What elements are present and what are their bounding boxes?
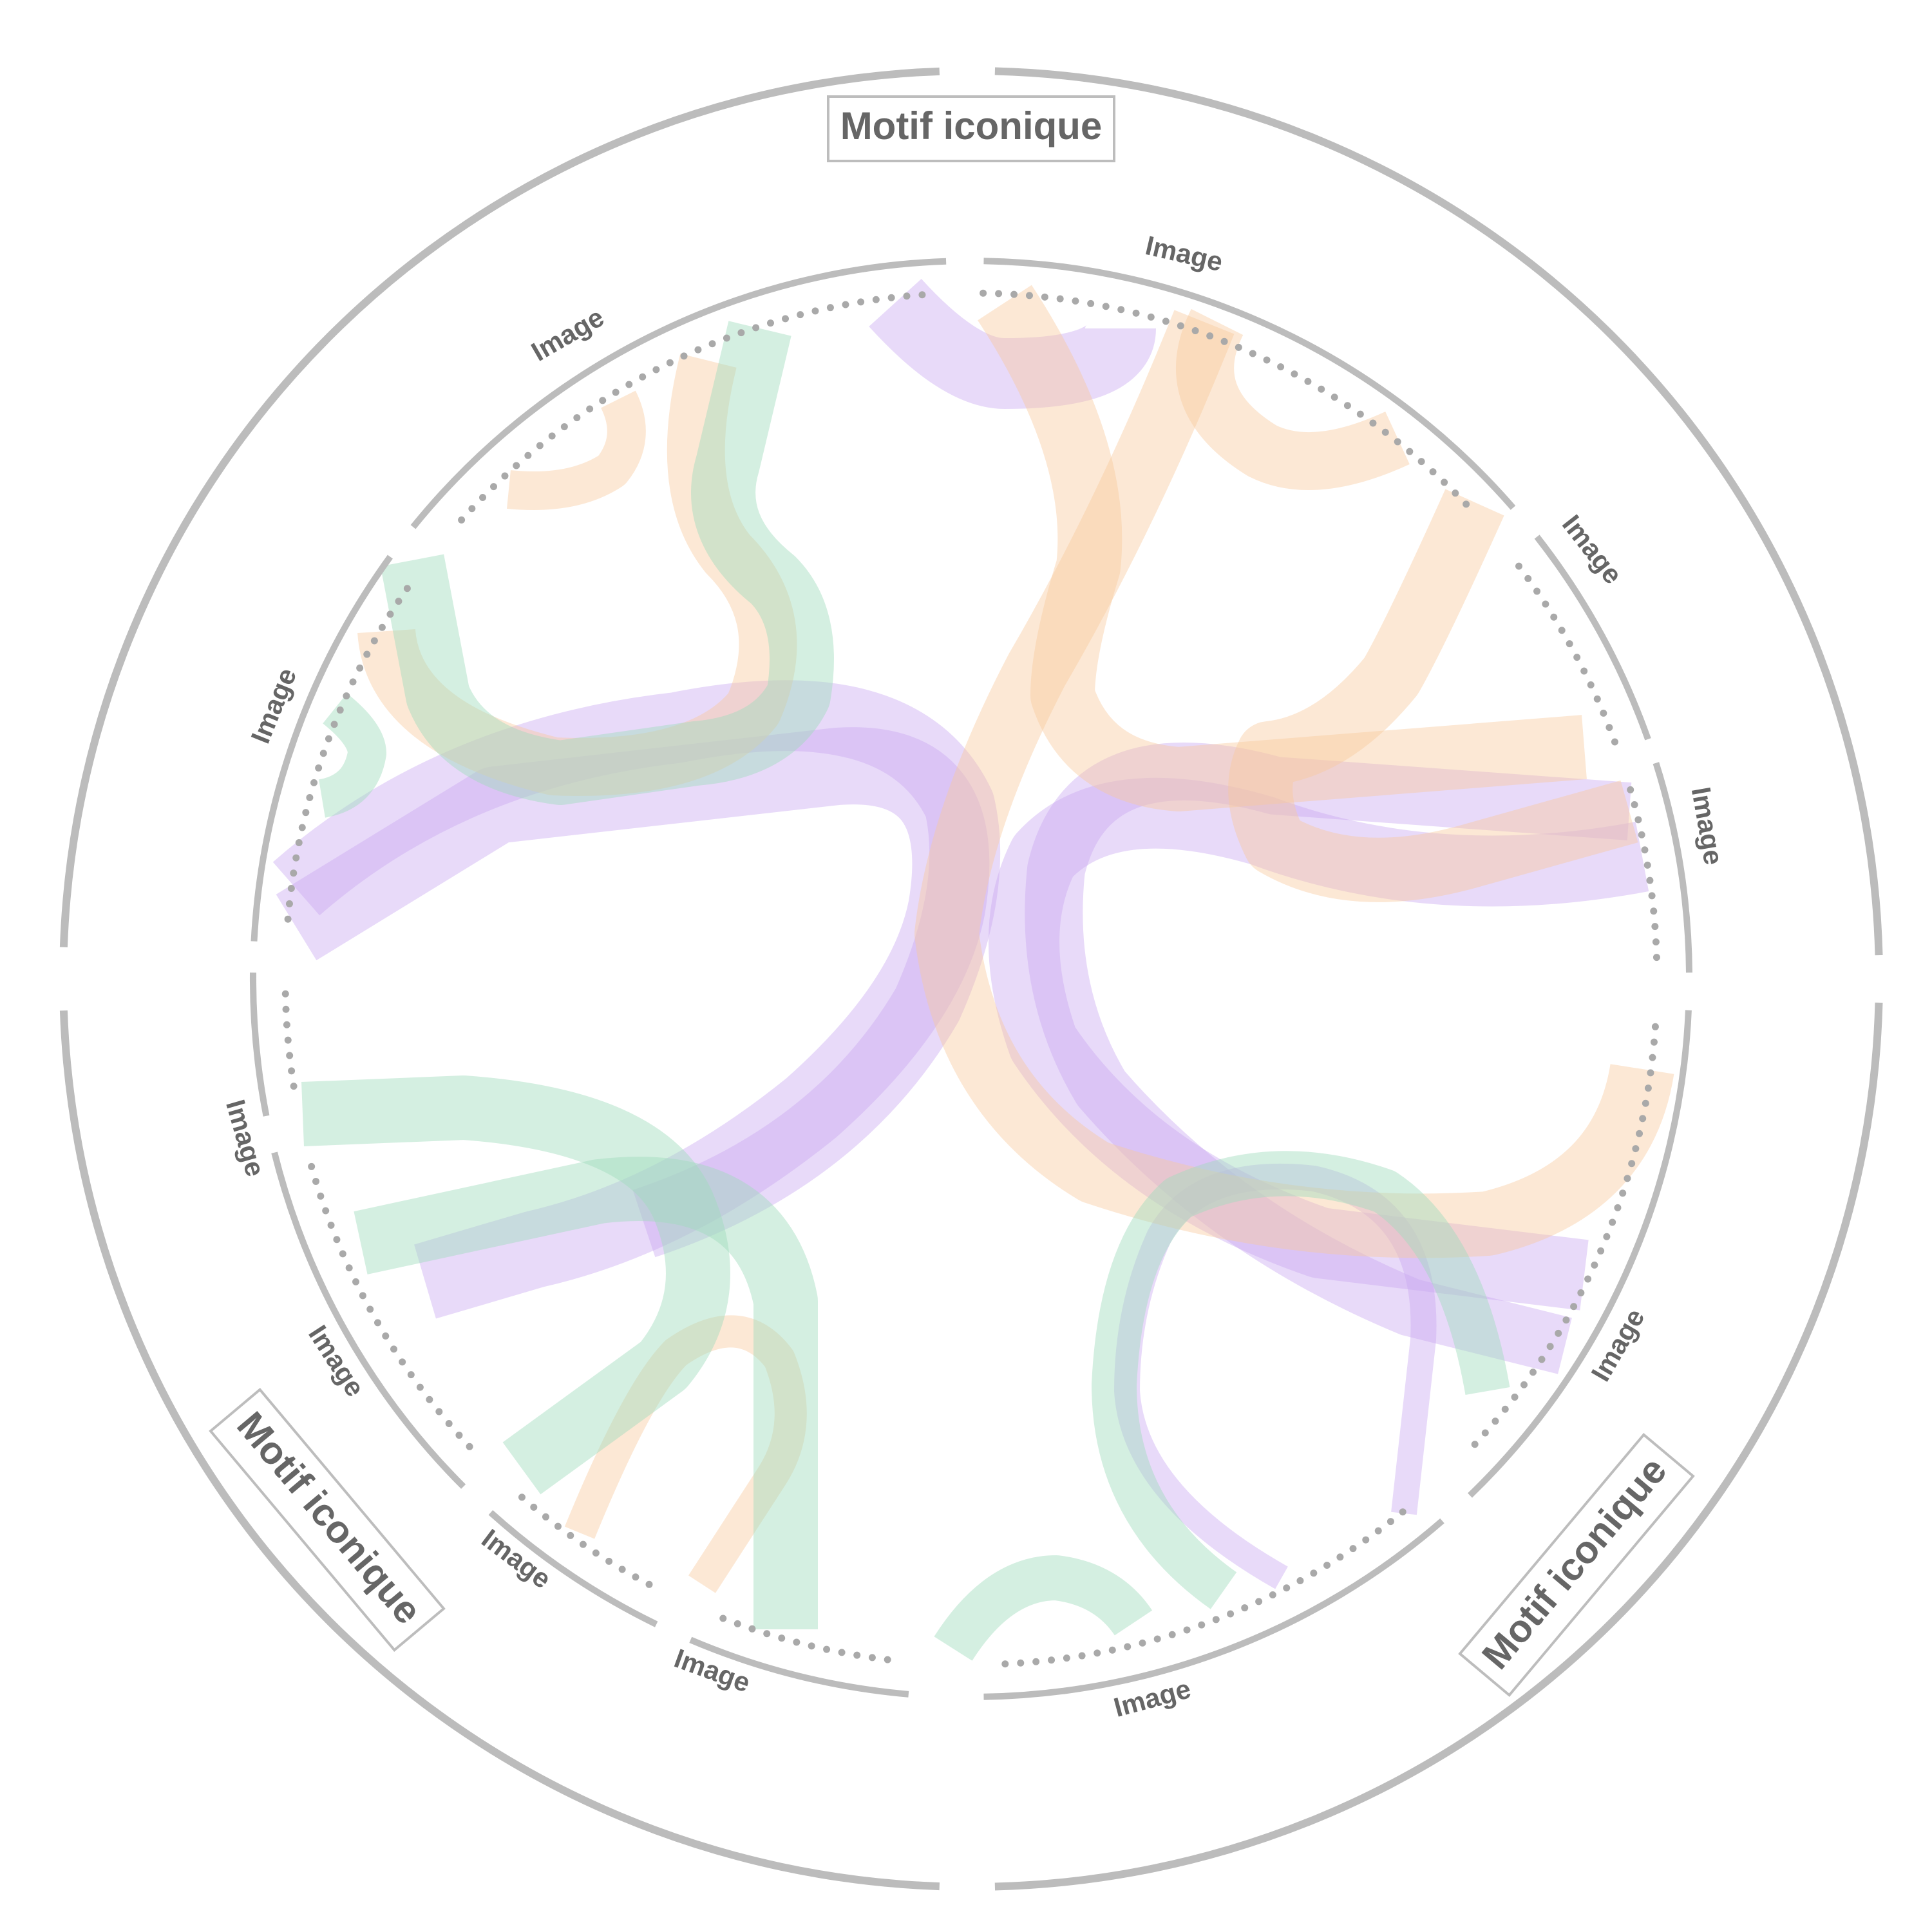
link-mint-1 xyxy=(380,321,834,805)
segment-arc xyxy=(689,1636,909,1698)
segment-label: Image xyxy=(1142,230,1226,277)
segment-arc xyxy=(1468,1010,1692,1498)
link-violet-5 xyxy=(1114,1163,1437,1589)
link-mint-3 xyxy=(301,1075,730,1495)
link-peach-1 xyxy=(978,285,1587,811)
segment-arc xyxy=(983,1518,1444,1700)
group-ring xyxy=(59,67,1883,1891)
segment-arc xyxy=(1534,535,1651,741)
link-violet-2 xyxy=(272,680,1001,1258)
dotted-segment xyxy=(517,1493,653,1588)
group-label: Motif iconique xyxy=(229,1404,430,1633)
link-peach-4 xyxy=(1176,308,1410,490)
segment-arc xyxy=(251,554,393,942)
ribbon-layer xyxy=(272,278,1674,1662)
link-peach-6 xyxy=(507,390,646,510)
group-label: Motif iconique xyxy=(1473,1449,1675,1678)
link-mint-2 xyxy=(317,693,386,818)
link-mint-5 xyxy=(934,1555,1153,1662)
link-peach-7 xyxy=(564,1315,807,1593)
link-violet-3 xyxy=(989,777,1649,1311)
link-violet-6 xyxy=(869,278,1156,409)
segment-label: Image xyxy=(1585,1303,1650,1387)
segment-arc xyxy=(1653,762,1692,973)
segment-label: Image xyxy=(526,301,609,366)
group-arc xyxy=(59,67,940,948)
segment-arc xyxy=(410,258,947,529)
link-peach-2 xyxy=(914,310,1674,1258)
segment-arc xyxy=(488,1510,658,1627)
dotted-segment xyxy=(710,1611,891,1663)
group-label-frame xyxy=(1458,1432,1695,1698)
dotted-segment xyxy=(458,291,927,524)
dotted-segment xyxy=(284,582,413,923)
link-peach-5 xyxy=(357,354,797,796)
segment-arc xyxy=(983,258,1516,510)
dotted-segment xyxy=(305,1153,473,1450)
group-arc xyxy=(994,1002,1883,1891)
group-label: Motif iconique xyxy=(840,104,1103,147)
segment-arc xyxy=(271,1151,466,1489)
link-mint-4 xyxy=(354,1157,818,1629)
link-peach-3 xyxy=(1228,489,1638,902)
segment-ring xyxy=(249,258,1692,1700)
group-arc xyxy=(994,67,1883,956)
group-label-frame xyxy=(827,95,1115,162)
group-label-frame xyxy=(209,1387,446,1653)
dotted-segment xyxy=(991,1508,1406,1668)
dotted-segment xyxy=(980,289,1477,515)
dotted-ring xyxy=(281,289,1661,1668)
segment-arc xyxy=(249,972,270,1117)
link-violet-4 xyxy=(1025,742,1632,1374)
link-violet-1 xyxy=(276,727,990,1319)
dotted-segment xyxy=(281,975,298,1090)
segment-label: Image xyxy=(1686,785,1729,867)
group-arc xyxy=(59,1010,940,1891)
dotted-segment xyxy=(1627,786,1661,971)
group-label-top: Motif iconique xyxy=(827,95,1115,162)
link-mint-6 xyxy=(1092,1151,1510,1609)
